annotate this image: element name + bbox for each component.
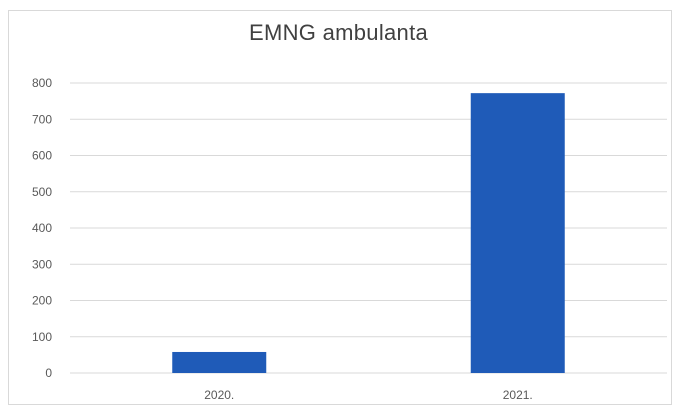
- grid-lines: [70, 82, 667, 374]
- y-tick-label: 600: [32, 149, 52, 163]
- chart-title: EMNG ambulanta: [248, 20, 429, 45]
- bar-2020: [172, 351, 267, 373]
- x-tick-label: 2020.: [204, 388, 234, 402]
- bar-2021: [470, 93, 565, 374]
- y-axis-tick-labels: 0 100 200 300 400 500 600 700 800: [32, 76, 52, 380]
- y-tick-label: 500: [32, 185, 52, 199]
- bars: [172, 93, 565, 374]
- y-tick-label: 800: [32, 76, 52, 90]
- x-tick-label: 2021.: [503, 388, 533, 402]
- y-tick-label: 400: [32, 221, 52, 235]
- y-tick-label: 0: [45, 366, 52, 380]
- x-axis-tick-labels: 2020. 2021.: [204, 388, 533, 402]
- y-tick-label: 700: [32, 112, 52, 126]
- y-tick-label: 200: [32, 294, 52, 308]
- y-tick-label: 300: [32, 257, 52, 271]
- y-tick-label: 100: [32, 330, 52, 344]
